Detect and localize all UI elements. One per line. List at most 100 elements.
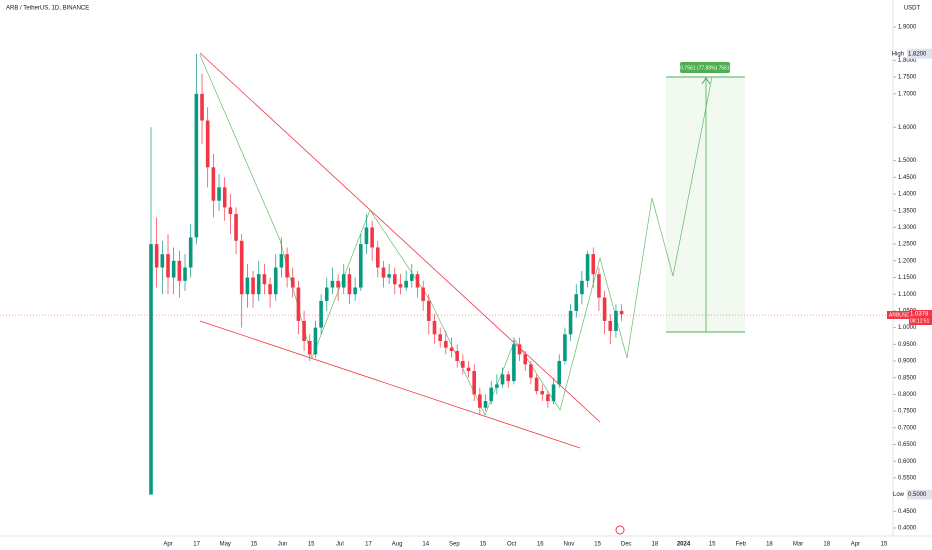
candle-body (353, 287, 357, 295)
candle-body (404, 280, 408, 288)
y-tick-label: 1.3000 (898, 225, 917, 231)
y-tick-label: 0.8000 (898, 392, 917, 398)
x-tick-label: 16 (537, 542, 544, 548)
price-label: 1.0378 (910, 312, 929, 318)
x-tick-label: Apr (851, 542, 860, 548)
candle-body (602, 297, 607, 321)
symbol-tag (887, 310, 909, 319)
candle-body (568, 310, 573, 335)
axis-unit: USDT (904, 6, 921, 12)
candle-body (296, 287, 301, 321)
candle-body (149, 244, 153, 495)
y-tick-label: 1.7000 (898, 91, 917, 97)
y-tick-label: 1.2500 (898, 242, 917, 248)
x-tick-label: 15 (594, 542, 601, 548)
x-tick-label: 18 (823, 542, 830, 548)
price-tag (909, 309, 932, 325)
x-tick-label: Nov (564, 542, 575, 548)
y-tick-label: 0.5500 (898, 475, 917, 481)
candle-body (608, 320, 613, 331)
candle-body (512, 344, 516, 382)
x-tick-label: 14 (422, 542, 429, 548)
candle-body (313, 327, 318, 355)
candle-body (330, 280, 335, 288)
x-tick-label: 15 (709, 542, 716, 548)
chart-title: ARB / TetherUS, 1D, BINANCE (6, 6, 89, 12)
candle-body (398, 284, 403, 288)
high-tag (907, 48, 932, 59)
candle-body (387, 274, 391, 278)
candle-body (500, 374, 505, 385)
candle-body (177, 260, 182, 281)
candle-body (262, 274, 267, 285)
candle-body (211, 167, 216, 201)
measure-box (666, 77, 745, 332)
candle-body (285, 254, 289, 278)
candle-body (585, 254, 590, 281)
candle-body (154, 244, 159, 268)
x-tick-label: May (220, 542, 231, 548)
candle-body (393, 274, 397, 285)
candle-body (619, 310, 624, 315)
y-tick-label: 0.7500 (898, 409, 917, 415)
candle-body (444, 340, 448, 348)
x-tick-label: 15 (251, 542, 258, 548)
candle-body (495, 384, 499, 388)
trend-line-upper (199, 52, 601, 423)
y-tick-label: 0.6000 (898, 459, 917, 465)
y-tick-label: 1.1000 (898, 292, 917, 298)
candle-body (370, 227, 374, 248)
high-label: High (892, 51, 904, 57)
candle-body (166, 254, 170, 278)
candle-body (415, 274, 420, 288)
candle-body (483, 401, 488, 408)
x-tick-label: Apr (163, 542, 172, 548)
candle-body (523, 354, 528, 365)
candle-body (239, 240, 244, 295)
candle-body (302, 320, 306, 341)
candle-body (251, 277, 255, 295)
x-tick-label: Oct (507, 542, 517, 548)
candle-body (546, 394, 550, 402)
y-tick-label: 0.4500 (898, 509, 917, 515)
candle-body (324, 287, 329, 301)
candle-body (489, 387, 493, 402)
projection-path (199, 54, 713, 416)
y-tick-label: 1.4000 (898, 192, 917, 198)
x-tick-label: 2024 (677, 542, 691, 548)
candle-body (427, 300, 431, 321)
x-tick-label: Mar (793, 542, 803, 548)
candle-body (534, 377, 539, 392)
y-tick-label: 0.4000 (898, 526, 917, 532)
candle-body (160, 254, 165, 268)
candle-body (449, 347, 454, 351)
x-tick-label: Jul (336, 542, 344, 548)
candle-body (506, 374, 511, 382)
x-tick-label: Aug (392, 542, 403, 548)
candle-body (466, 367, 471, 372)
candle-body (551, 384, 556, 402)
y-tick-label: 0.9000 (898, 359, 917, 365)
event-icon (615, 525, 625, 535)
candle-body (517, 344, 522, 355)
candle-body (358, 244, 363, 288)
low-value: 0.5000 (908, 492, 927, 498)
x-tick-label: Sep (449, 542, 460, 548)
candle-body (171, 260, 176, 278)
candle-body (597, 274, 601, 298)
measure-arrow-head (701, 77, 711, 85)
candle-body (614, 310, 618, 331)
x-tick-label: 17 (193, 542, 200, 548)
low-tag (907, 489, 932, 500)
candle-body (472, 371, 476, 395)
y-tick-label: 1.6000 (898, 125, 917, 131)
x-tick-label: 15 (480, 542, 487, 548)
y-tick-label: 0.6500 (898, 442, 917, 448)
candle-body (268, 284, 272, 295)
candle-body (234, 214, 238, 241)
candle-body (217, 187, 221, 201)
candle-body (205, 120, 210, 168)
y-tick-label: 0.7000 (898, 425, 917, 431)
